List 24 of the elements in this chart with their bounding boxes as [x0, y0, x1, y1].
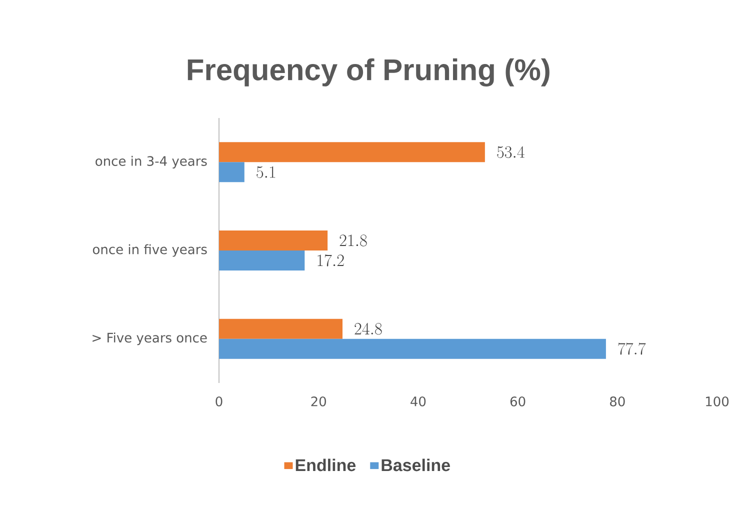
- x-tick-label: 100: [706, 396, 729, 406]
- bar: [219, 230, 328, 250]
- bar: [219, 338, 606, 359]
- data-label: 77.7: [618, 342, 646, 355]
- x-tick-label: 40: [410, 396, 426, 406]
- data-label: 21 .8: [340, 234, 367, 246]
- y-tick-label: once in five years: [92, 244, 207, 257]
- x-tick-label: 80: [610, 396, 625, 406]
- bar: [219, 162, 244, 182]
- data-label: 53.4: [497, 146, 524, 158]
- chart-title: Frequency of Pruning (%): [188, 58, 550, 86]
- bar: [219, 318, 343, 339]
- data-label: 24.8: [354, 322, 382, 335]
- x-tick-label: 0: [216, 396, 222, 406]
- bar: [219, 142, 485, 162]
- legend-label: Endline: [296, 458, 356, 472]
- x-tick-label: 20: [311, 396, 326, 406]
- y-tick-label: once in 3-4 years: [96, 156, 207, 168]
- legend-label: Baseline: [382, 458, 450, 472]
- data-label: 5. 1: [256, 166, 276, 178]
- data-label: 17.2: [318, 254, 344, 266]
- bar: [219, 250, 305, 270]
- x-tick-label: 60: [510, 396, 526, 406]
- y-tick-label: > Five years once: [92, 332, 207, 346]
